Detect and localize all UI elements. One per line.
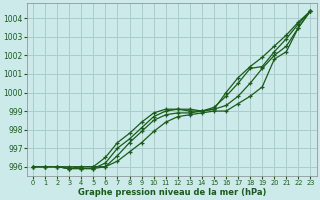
X-axis label: Graphe pression niveau de la mer (hPa): Graphe pression niveau de la mer (hPa) bbox=[77, 188, 266, 197]
